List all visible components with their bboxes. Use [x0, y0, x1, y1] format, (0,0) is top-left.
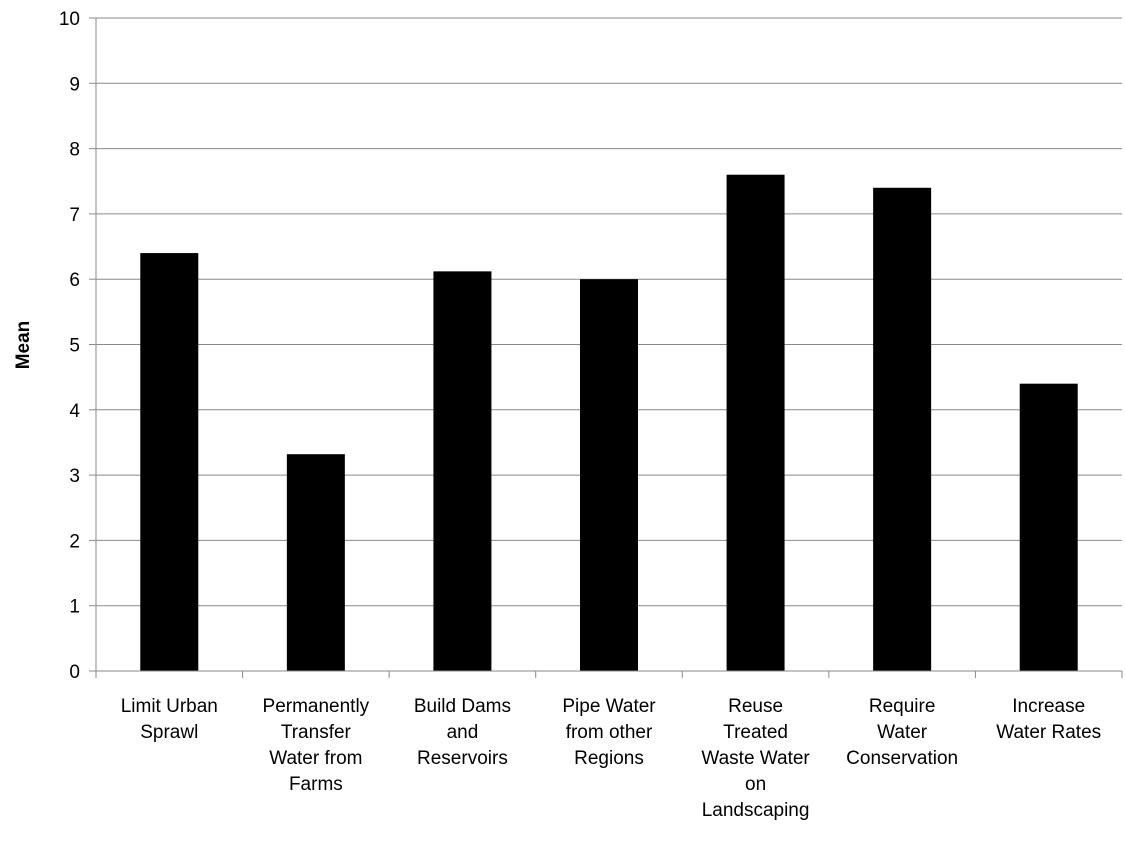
x-tick-label: Water [877, 722, 928, 743]
bar [873, 187, 932, 671]
axes [89, 17, 1123, 678]
bar [140, 253, 199, 671]
bar [726, 174, 785, 671]
x-tick-label: Regions [574, 748, 644, 769]
bar [580, 279, 638, 671]
x-tick-label: Conservation [846, 748, 958, 769]
bar [1019, 383, 1078, 671]
y-axis-title: Mean [13, 321, 34, 370]
y-tick-label: 7 [69, 205, 80, 226]
x-tick-label: Permanently [263, 696, 370, 717]
x-tick-label: Waste Water [701, 748, 810, 769]
y-tick-label: 4 [69, 401, 80, 422]
x-tick-label: and [447, 722, 479, 743]
x-tick-label: Water from [269, 748, 362, 769]
bar [433, 271, 492, 671]
x-tick-label: Sprawl [140, 722, 198, 743]
x-tick-label: Treated [723, 722, 788, 743]
x-tick-label: Pipe Water [562, 696, 656, 717]
x-tick-label: Increase [1012, 696, 1085, 717]
y-tick-label: 6 [69, 270, 80, 291]
labels: 0 1 2 3 4 5 6 7 8 9 10 Limit Urban Sprawl Permanently… [59, 9, 1101, 821]
x-tick-label: from other [566, 722, 653, 743]
y-tick-label: 1 [69, 597, 80, 618]
y-tick-label: 10 [59, 9, 80, 30]
x-tick-label: Build Dams [414, 696, 511, 717]
y-tick-label: 0 [69, 662, 80, 683]
x-tick-label: Landscaping [702, 800, 810, 821]
x-tick-label: Farms [289, 774, 343, 795]
x-tick-label: Require [869, 696, 936, 717]
x-tick-label: Reservoirs [417, 748, 508, 769]
y-tick-label: 8 [69, 140, 80, 161]
y-tick-label: 9 [69, 74, 80, 95]
bars [140, 174, 1078, 671]
x-tick-label: Transfer [281, 722, 352, 743]
x-tick-label: Reuse [728, 696, 783, 717]
x-tick-label: on [745, 774, 766, 795]
y-tick-label: 5 [69, 336, 80, 357]
x-tick-label: Limit Urban [121, 696, 218, 717]
bar [286, 454, 345, 671]
x-tick-label: Water Rates [996, 722, 1101, 743]
y-tick-label: 2 [69, 531, 80, 552]
y-tick-label: 3 [69, 466, 80, 487]
